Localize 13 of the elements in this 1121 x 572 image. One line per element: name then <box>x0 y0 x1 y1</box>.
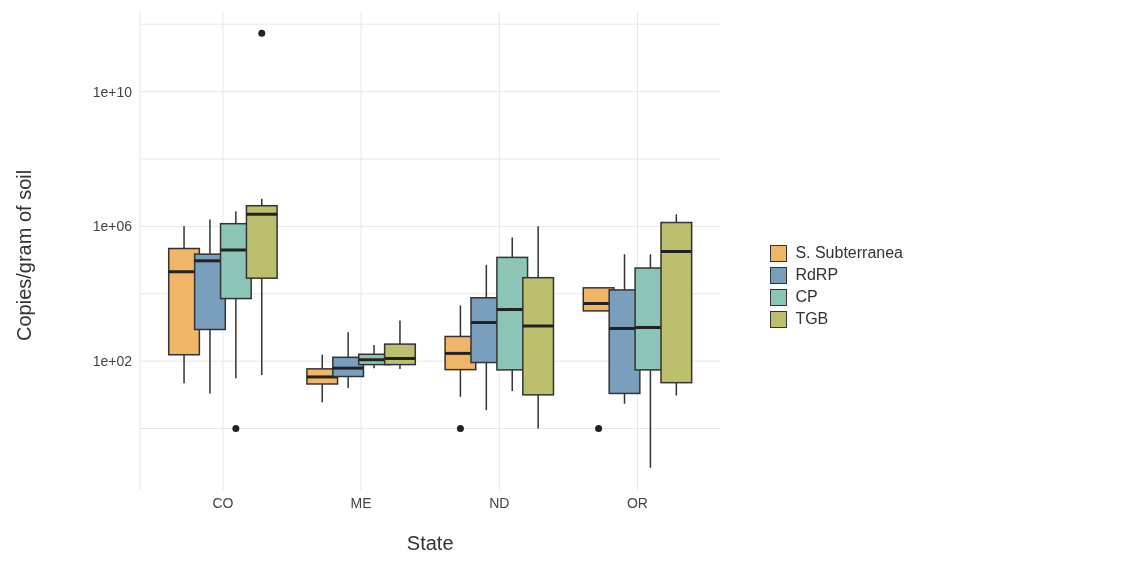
legend-label: RdRP <box>795 266 839 284</box>
x-tick-label: OR <box>626 494 648 511</box>
x-tick-label: CO <box>212 494 234 511</box>
legend-label: CP <box>795 288 818 306</box>
y-tick-label: 1e+02 <box>92 353 133 370</box>
x-axis-title: State <box>406 532 454 554</box>
x-tick-label: ND <box>489 494 510 511</box>
legend-label: TGB <box>795 310 829 328</box>
y-tick-label: 1e+10 <box>92 83 133 100</box>
x-tick-label: ME <box>350 494 372 511</box>
legend-label: S. Subterranea <box>795 244 903 262</box>
y-axis-title: Copies/gram of soil <box>13 169 36 341</box>
y-tick-label: 1e+06 <box>92 218 133 235</box>
